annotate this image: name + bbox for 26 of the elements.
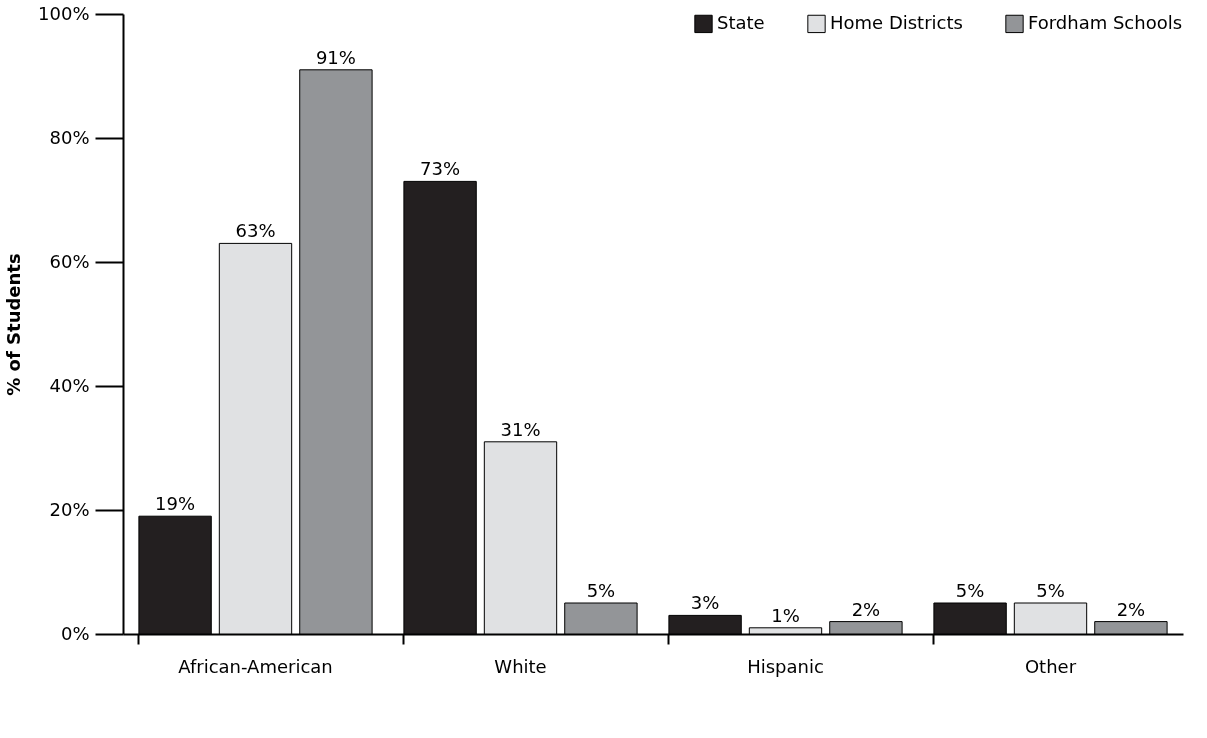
text: 2% [1116,598,1146,620]
x-tick-label: Other [1024,655,1077,677]
legend-label: Fordham Schools [1028,11,1183,33]
legend-label: State [717,11,765,33]
text: 5% [586,580,616,601]
text: 31% [500,418,541,440]
y-tick-label: 20% [49,498,90,520]
y-tick-label: 40% [49,374,90,396]
legend-label: Home Districts [830,11,963,33]
y-tick-label: 60% [49,250,90,272]
text: 2% [851,598,881,620]
text: 3% [690,592,720,614]
text: 73% [420,158,461,180]
x-tick-label: African-American [178,655,333,677]
text: 91% [315,46,356,68]
x-tick-label: White [494,655,547,677]
text: 63% [235,220,276,242]
y-tick-label: 80% [49,126,90,148]
y-tick-label: 100% [38,2,90,24]
y-tick-label: 0% [60,622,90,644]
y-axis-title: % of Students [3,253,25,396]
text: 5% [1036,580,1065,601]
text: 19% [155,493,196,515]
text: 1% [771,604,800,626]
x-tick-label: Hispanic [747,655,824,677]
text: 5% [955,580,985,601]
